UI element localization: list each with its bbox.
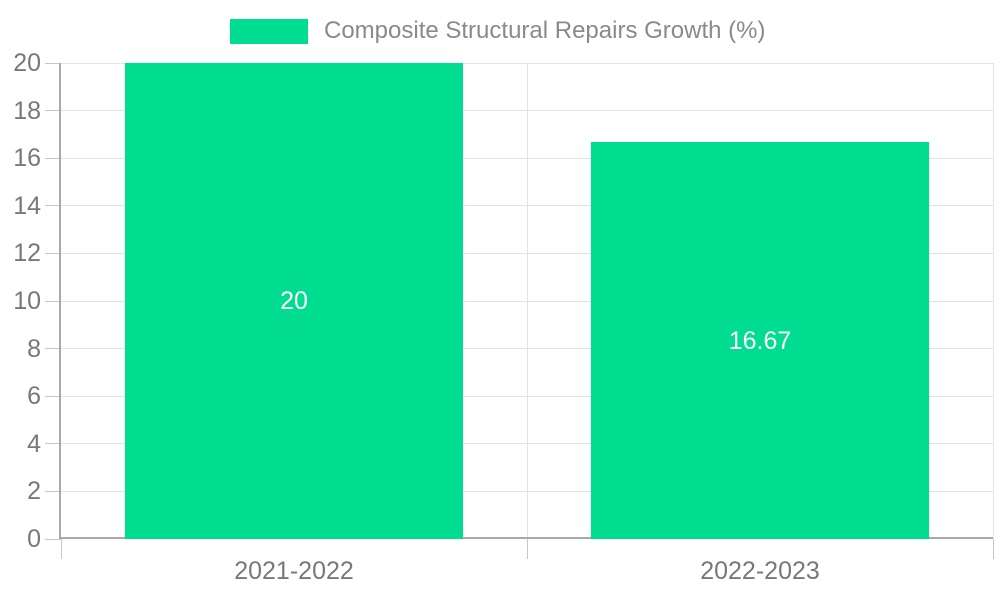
y-axis-tick <box>45 395 61 397</box>
y-axis-tick <box>45 62 61 64</box>
bar[interactable] <box>591 142 929 539</box>
y-axis-label: 0 <box>27 525 41 553</box>
y-axis-tick <box>45 252 61 254</box>
y-axis-line <box>59 63 61 539</box>
y-axis-label: 14 <box>13 191 41 220</box>
y-axis-tick <box>45 538 61 540</box>
y-axis-label: 16 <box>13 144 41 173</box>
gridline-vertical <box>526 63 528 539</box>
y-axis-tick <box>45 300 61 302</box>
y-axis-tick <box>45 348 61 350</box>
chart-legend[interactable]: Composite Structural Repairs Growth (%) <box>230 17 766 45</box>
legend-swatch <box>230 19 308 44</box>
y-axis-tick <box>45 443 61 445</box>
x-axis-tick <box>992 539 994 559</box>
x-axis-line <box>59 537 993 539</box>
bar-value-label: 20 <box>280 287 308 315</box>
gridline-vertical <box>992 63 994 539</box>
y-axis-label: 10 <box>13 287 41 315</box>
y-axis-label: 20 <box>13 49 41 77</box>
y-axis-label: 12 <box>13 239 41 268</box>
x-axis-tick <box>60 539 62 559</box>
y-axis-label: 6 <box>27 382 41 411</box>
y-axis-tick <box>45 157 61 159</box>
x-axis-tick <box>526 539 528 559</box>
bar-value-label: 16.67 <box>728 326 792 355</box>
y-axis-label: 8 <box>27 334 41 363</box>
legend-label: Composite Structural Repairs Growth (%) <box>324 17 766 45</box>
y-axis-tick <box>45 110 61 112</box>
y-axis-label: 2 <box>27 477 41 506</box>
x-axis-label: 2021-2022 <box>234 557 354 585</box>
y-axis-tick <box>45 490 61 492</box>
y-axis-tick <box>45 205 61 207</box>
y-axis-label: 4 <box>27 429 41 458</box>
y-axis-label: 18 <box>13 96 41 125</box>
x-axis-label: 2022-2023 <box>700 557 820 585</box>
bar[interactable] <box>125 63 463 539</box>
